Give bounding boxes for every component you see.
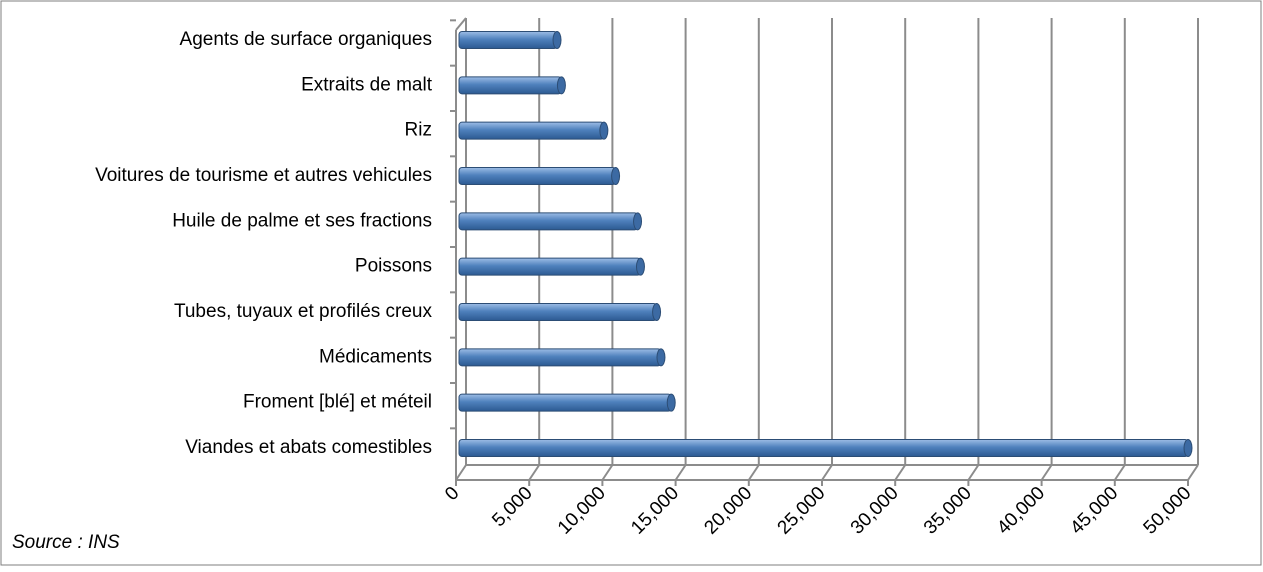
floor-tick bbox=[967, 464, 980, 481]
floor-tick bbox=[528, 464, 541, 481]
floor-tick bbox=[821, 464, 833, 481]
y-tick-label: Riz bbox=[405, 120, 432, 141]
bar-cap bbox=[1183, 439, 1193, 457]
bar bbox=[458, 439, 1189, 457]
bar bbox=[458, 348, 662, 367]
bar-cap bbox=[635, 257, 645, 276]
floor-tick bbox=[747, 464, 760, 481]
floor-tick bbox=[1113, 464, 1126, 481]
floor-tick bbox=[1187, 464, 1199, 481]
bar-cap bbox=[552, 31, 562, 49]
bar-cap bbox=[599, 121, 609, 140]
y-tick-label: Extraits de malt bbox=[301, 74, 433, 95]
bar bbox=[458, 167, 617, 185]
source-note: Source : INS bbox=[12, 532, 120, 553]
bar bbox=[458, 76, 562, 95]
y-tick-label: Huile de palme et ses fractions bbox=[172, 210, 432, 231]
bar bbox=[458, 31, 558, 49]
y-tick-label: Tubes, tuyaux et profilés creux bbox=[174, 301, 433, 322]
left-wall-top bbox=[455, 17, 467, 31]
bar bbox=[458, 257, 641, 276]
floor-tick bbox=[894, 464, 907, 481]
bar-cap bbox=[611, 167, 621, 185]
bar-cap bbox=[633, 212, 643, 231]
floor-tick bbox=[674, 464, 687, 481]
y-tick-label: Poissons bbox=[355, 256, 432, 277]
bar-cap bbox=[656, 348, 666, 367]
bar-cap bbox=[652, 303, 662, 321]
bar bbox=[458, 393, 672, 412]
y-tick-label: Agents de surface organiques bbox=[180, 29, 432, 50]
y-tick-label: Médicaments bbox=[319, 346, 432, 367]
y-tick-label: Voitures de tourisme et autres vehicules bbox=[95, 165, 432, 186]
y-tick-label: Viandes et abats comestibles bbox=[185, 437, 432, 458]
bar bbox=[458, 303, 658, 321]
bar bbox=[458, 212, 639, 231]
floor-tick bbox=[1040, 464, 1053, 481]
bar bbox=[458, 121, 605, 140]
y-tick-label: Froment [blé] et méteil bbox=[243, 392, 432, 413]
bar-cap bbox=[556, 76, 566, 95]
floor-tick bbox=[601, 464, 614, 481]
bar-cap bbox=[666, 393, 676, 412]
floor-tick bbox=[455, 464, 467, 481]
